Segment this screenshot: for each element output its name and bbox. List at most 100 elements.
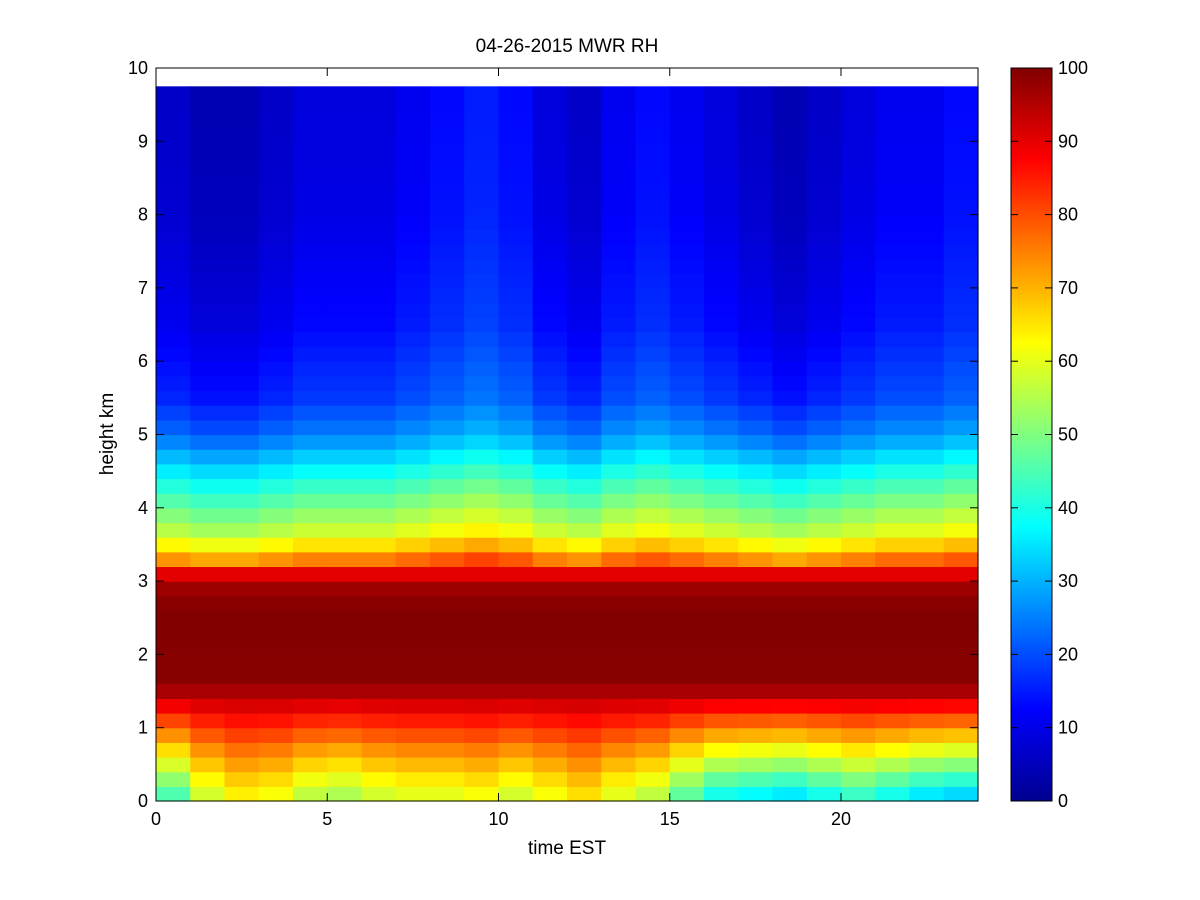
heatmap-cell [806,390,842,406]
heatmap-cell [224,111,260,128]
heatmap-cell [875,302,911,318]
heatmap-cell [806,742,842,758]
heatmap-cell [601,390,637,406]
heatmap-cell [532,155,568,172]
heatmap-cell [395,566,431,582]
heatmap-cell [293,537,328,553]
heatmap-cell [875,361,911,377]
heatmap-cell [327,170,363,186]
heatmap-cell [841,683,876,699]
heatmap-cell [772,507,808,524]
heatmap-cell [361,126,397,142]
heatmap-cell [190,786,226,802]
heatmap-cell [669,757,705,773]
heatmap-cell [669,214,705,230]
heatmap-cell [395,522,431,538]
heatmap-cell [601,683,637,699]
heatmap-cell [190,683,226,699]
heatmap-cell [532,595,568,612]
heatmap-cell [567,170,602,186]
y-tick-label: 5 [138,425,148,445]
heatmap-cell [224,86,260,113]
heatmap-cell [567,625,602,641]
heatmap-cell [498,786,534,802]
heatmap-cell [498,229,534,245]
heatmap-cell [464,669,500,685]
heatmap-cell [430,493,465,509]
heatmap-cell [430,141,465,157]
heatmap-cell [841,170,876,186]
heatmap-cell [156,346,191,362]
heatmap-cell [532,434,568,450]
heatmap-cell [258,214,294,230]
heatmap-cell [293,375,328,392]
heatmap-cell [806,478,842,494]
heatmap-cell [738,317,774,333]
heatmap-cell [738,111,774,128]
heatmap-cell [224,771,260,787]
heatmap-cell [395,434,431,450]
heatmap-cell [361,757,397,773]
heatmap-cell [224,405,260,421]
heatmap-cell [738,625,774,641]
heatmap-cell [498,258,534,274]
heatmap-cell [704,698,739,714]
heatmap-cell [567,786,602,802]
heatmap-cell [532,317,568,333]
heatmap-cell [772,566,808,582]
heatmap-cell [293,155,328,172]
heatmap-cell [464,346,500,362]
heatmap-cell [327,595,363,612]
heatmap-cell [635,639,671,655]
heatmap-cell [464,625,500,641]
heatmap-cell [635,463,671,480]
heatmap-cell [601,610,637,626]
heatmap-cell [361,258,397,274]
heatmap-cell [772,771,808,787]
heatmap-cell [806,639,842,655]
y-tick-label: 8 [138,205,148,225]
heatmap-cell [224,419,260,436]
heatmap-cell [498,727,534,743]
heatmap-cell [909,390,945,406]
heatmap-cell [395,698,431,714]
heatmap-cell [943,595,979,612]
heatmap-cell [738,434,774,450]
heatmap-cell [601,581,637,597]
heatmap-cell [224,434,260,450]
heatmap-cell [532,170,568,186]
heatmap-cell [841,595,876,612]
heatmap-cell [601,86,637,113]
heatmap-cell [943,669,979,685]
heatmap-cell [567,405,602,421]
heatmap-cell [293,786,328,802]
heatmap-cell [943,698,979,714]
heatmap-cell [327,346,363,362]
heatmap-cell [841,698,876,714]
heatmap-cell [567,361,602,377]
heatmap-cell [430,111,465,128]
heatmap-cell [395,478,431,494]
heatmap-cell [875,683,911,699]
heatmap-cell [841,86,876,113]
heatmap-cell [395,625,431,641]
chart-title: 04-26-2015 MWR RH [476,36,659,57]
heatmap-cell [498,581,534,597]
heatmap-cell [430,155,465,172]
heatmap-cell [704,317,739,333]
heatmap-cell [704,610,739,626]
heatmap-cell [772,610,808,626]
heatmap-cell [361,493,397,509]
heatmap-cell [909,273,945,289]
heatmap-cell [361,449,397,465]
heatmap-cell [669,317,705,333]
heatmap-cell [806,141,842,157]
heatmap-cell [464,493,500,509]
heatmap-cell [293,273,328,289]
heatmap-cell [156,141,191,157]
heatmap-cell [635,566,671,582]
heatmap-cell [909,317,945,333]
heatmap-cell [875,375,911,392]
heatmap-cell [943,361,979,377]
heatmap-cell [532,405,568,421]
